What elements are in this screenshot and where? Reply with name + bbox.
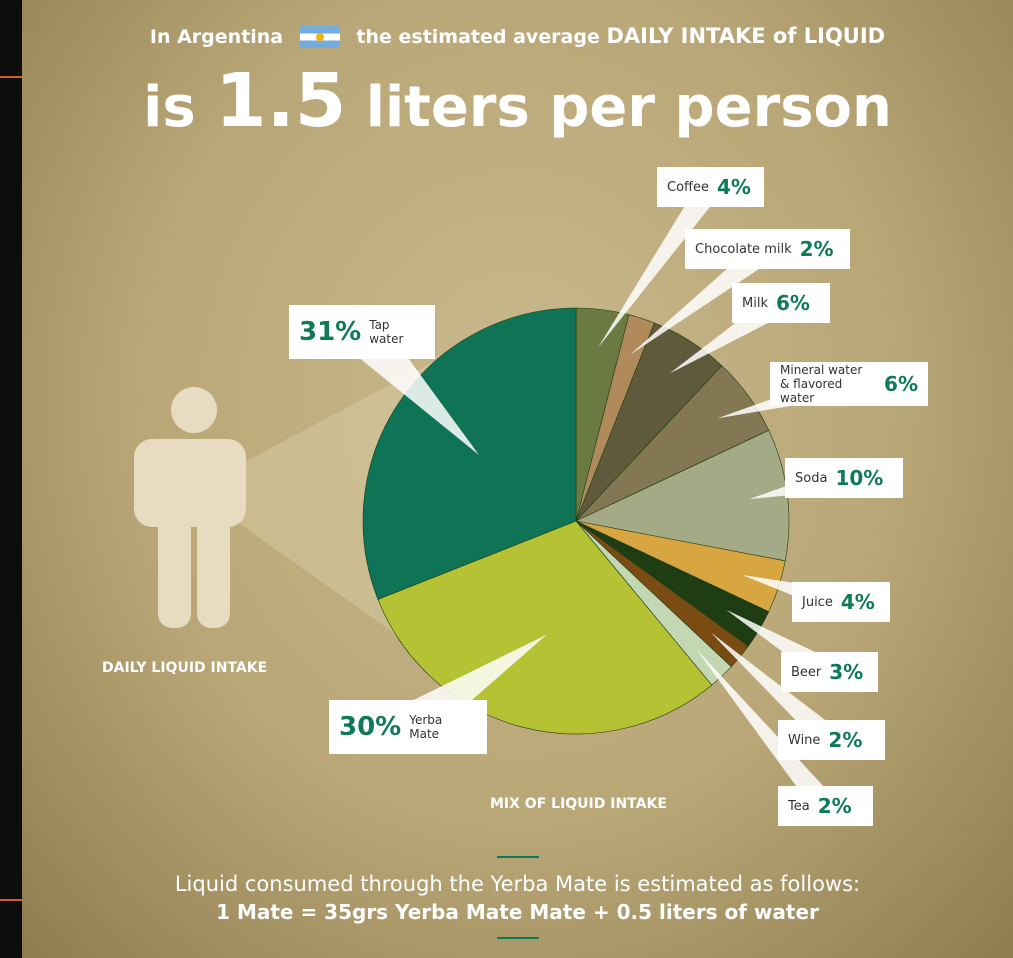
header-emphasis: DAILY INTAKE of LIQUID: [606, 24, 886, 48]
pie-slices: [362, 307, 790, 735]
footer-line1: Liquid consumed through the Yerba Mate i…: [174, 872, 861, 896]
slice-percent-label: 6%: [884, 372, 918, 396]
frame-accent-top: [0, 76, 22, 78]
slice-label: Yerba Mate: [409, 713, 443, 741]
slice-label: Chocolate milk: [695, 241, 792, 257]
argentina-flag-icon: [299, 26, 340, 48]
headline-number: 1.5: [215, 58, 347, 144]
slice-percent-label: 10%: [835, 466, 884, 490]
slice-percent-label: 2%: [799, 237, 834, 261]
callout-pointer-tea: [695, 648, 835, 814]
callout-beer: Beer 3%: [781, 652, 878, 692]
divider-top: [497, 856, 539, 858]
frame-accent-bottom: [0, 899, 22, 901]
header-intro: In Argentina the estimated average DAILY…: [22, 24, 1013, 48]
footer-line2: 1 Mate = 35grs Yerba Mate Mate + 0.5 lit…: [216, 900, 819, 924]
callout-wine: Wine 2%: [778, 720, 885, 760]
headline-rest: liters per person: [365, 75, 892, 140]
callout-chocolate-milk: Chocolate milk 2%: [685, 229, 850, 269]
headline: is 1.5 liters per person: [22, 58, 1013, 144]
callout-juice: Juice 4%: [792, 582, 890, 622]
slice-percent-label: 31%: [299, 317, 362, 347]
daily-liquid-intake-label: DAILY LIQUID INTAKE: [102, 660, 268, 676]
callout-pointer-wine: [710, 632, 840, 749]
slice-label: Milk: [742, 295, 768, 311]
slice-label: Juice: [802, 594, 833, 610]
slice-label: Coffee: [667, 179, 709, 195]
slice-percent-label: 2%: [817, 794, 852, 818]
person-silhouette-icon: [134, 387, 246, 628]
callout-coffee: Coffee 4%: [657, 167, 764, 207]
headline-is: is: [143, 75, 196, 140]
slice-percent-label: 2%: [828, 728, 863, 752]
infographic-panel: In Argentina the estimated average DAILY…: [22, 0, 1013, 958]
slice-percent-label: 4%: [716, 175, 751, 199]
slice-percent-label: 3%: [829, 660, 864, 684]
divider-bottom: [497, 937, 539, 939]
slice-label: Wine: [788, 732, 821, 748]
callout-mineral-water-flavored-water: Mineral water & flavored water 6%: [770, 362, 928, 406]
slice-label: Beer: [791, 664, 822, 680]
header-middle: the estimated average: [356, 26, 600, 48]
header-prefix: In Argentina: [149, 26, 284, 48]
slice-label: Tea: [788, 798, 810, 814]
callout-soda: Soda 10%: [785, 458, 903, 498]
callout-tea: Tea 2%: [778, 786, 873, 826]
mix-of-liquid-intake-label: MIX OF LIQUID INTAKE: [490, 796, 667, 812]
slice-label: Soda: [795, 470, 828, 486]
slice-percent-label: 30%: [339, 712, 402, 742]
callout-tap-water: 31% Tap water: [289, 305, 435, 359]
callout-yerba-mate: 30% Yerba Mate: [329, 700, 487, 754]
slice-label: Mineral water & flavored water: [780, 363, 863, 405]
callout-pointer-coffee: [597, 180, 721, 348]
pie-chart: [134, 180, 853, 814]
slice-percent-label: 6%: [775, 291, 810, 315]
slice-label: Tap water: [369, 318, 404, 346]
callout-milk: Milk 6%: [732, 283, 830, 323]
slice-percent-label: 4%: [840, 590, 875, 614]
